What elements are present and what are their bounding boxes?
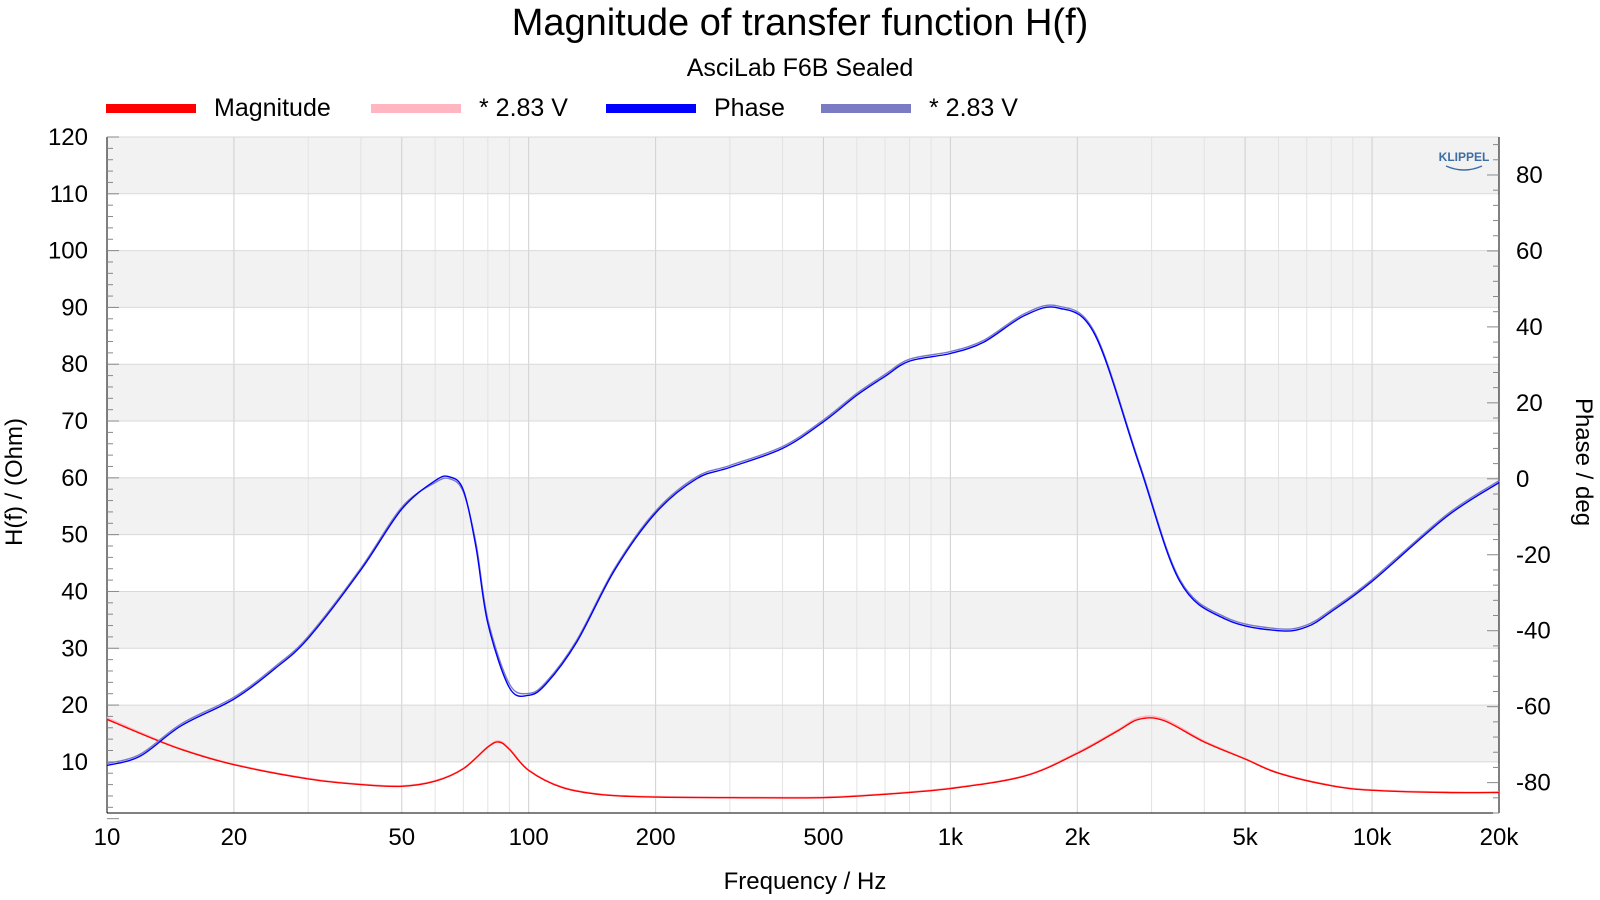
- x-tick-label: 500: [803, 824, 843, 851]
- y2-tick-label: -60: [1516, 694, 1551, 721]
- y-tick-label: 80: [61, 351, 88, 378]
- watermark-swoosh: [1445, 165, 1483, 171]
- x-tick-label: 2k: [1065, 824, 1091, 851]
- tick-labels: 10 20 50 100 200 500 1k 2k 5k 10k 20k1020304050607…: [48, 124, 1551, 851]
- legend-swatch-phase-283v: [821, 104, 911, 113]
- y2-tick-label: 60: [1516, 238, 1543, 265]
- x-tick-label: 200: [636, 824, 676, 851]
- watermark-text: KLIPPEL: [1439, 150, 1490, 164]
- legend-swatch-magnitude: [106, 104, 196, 113]
- y-tick-label: 100: [48, 238, 88, 265]
- x-tick-label: 100: [509, 824, 549, 851]
- y-tick-label: 50: [61, 522, 88, 549]
- legend-label-magnitude: Magnitude: [214, 94, 331, 122]
- y-tick-label: 70: [61, 408, 88, 435]
- series-layer: [106, 304, 1500, 799]
- y-axis-label: H(f) / (Ohm): [1, 418, 28, 546]
- x-tick-label: 10k: [1353, 824, 1393, 851]
- y2-tick-label: 0: [1516, 466, 1529, 493]
- x-tick-label: 20k: [1480, 824, 1520, 851]
- chart-title: Magnitude of transfer function H(f): [511, 2, 1089, 44]
- y-tick-label: 20: [61, 692, 88, 719]
- plot-frame: [106, 136, 1500, 820]
- legend-swatch-phase: [606, 104, 696, 113]
- y-tick-label: 30: [61, 635, 88, 662]
- y-tick-label: 90: [61, 294, 88, 321]
- plot-background: [107, 137, 1499, 813]
- series-line-3: [106, 304, 1500, 765]
- y2-tick-label: -40: [1516, 618, 1551, 645]
- plot-band: [107, 364, 1499, 422]
- y-tick-label: 10: [61, 749, 88, 776]
- plot-bands: [107, 137, 1499, 813]
- x-tick-label: 20: [221, 824, 248, 851]
- plot-band: [107, 477, 1499, 535]
- plot-band: [107, 591, 1499, 649]
- y2-tick-label: 20: [1516, 390, 1543, 417]
- series-line-0: [106, 717, 1500, 799]
- x-tick-label: 5k: [1232, 824, 1258, 851]
- y2-axis-label: Phase / deg: [1570, 398, 1597, 526]
- plot-band: [107, 705, 1499, 762]
- x-tick-label: 1k: [938, 824, 964, 851]
- y2-tick-label: 80: [1516, 162, 1543, 189]
- legend-label-phase-283v: * 2.83 V: [929, 94, 1018, 122]
- y2-tick-label: -20: [1516, 542, 1551, 569]
- y2-tick-label: 40: [1516, 314, 1543, 341]
- plot-band: [107, 250, 1499, 308]
- legend-label-phase: Phase: [714, 94, 785, 122]
- chart-subtitle: AsciLab F6B Sealed: [686, 54, 914, 82]
- y2-tick-label: -80: [1516, 770, 1551, 797]
- x-tick-label: 50: [388, 824, 415, 851]
- y-tick-label: 40: [61, 578, 88, 605]
- legend-label-magnitude-283v: * 2.83 V: [479, 94, 568, 122]
- x-tick-label: 10: [94, 824, 121, 851]
- klippel-logo: KLIPPEL: [1439, 150, 1490, 171]
- legend-swatch-magnitude-283v: [371, 104, 461, 113]
- y-tick-label: 110: [50, 181, 88, 208]
- x-axis-label: Frequency / Hz: [724, 868, 887, 895]
- plot-band: [107, 137, 1499, 194]
- y-tick-label: 120: [48, 124, 88, 151]
- y-tick-label: 60: [61, 465, 88, 492]
- series-line-2: [106, 306, 1500, 767]
